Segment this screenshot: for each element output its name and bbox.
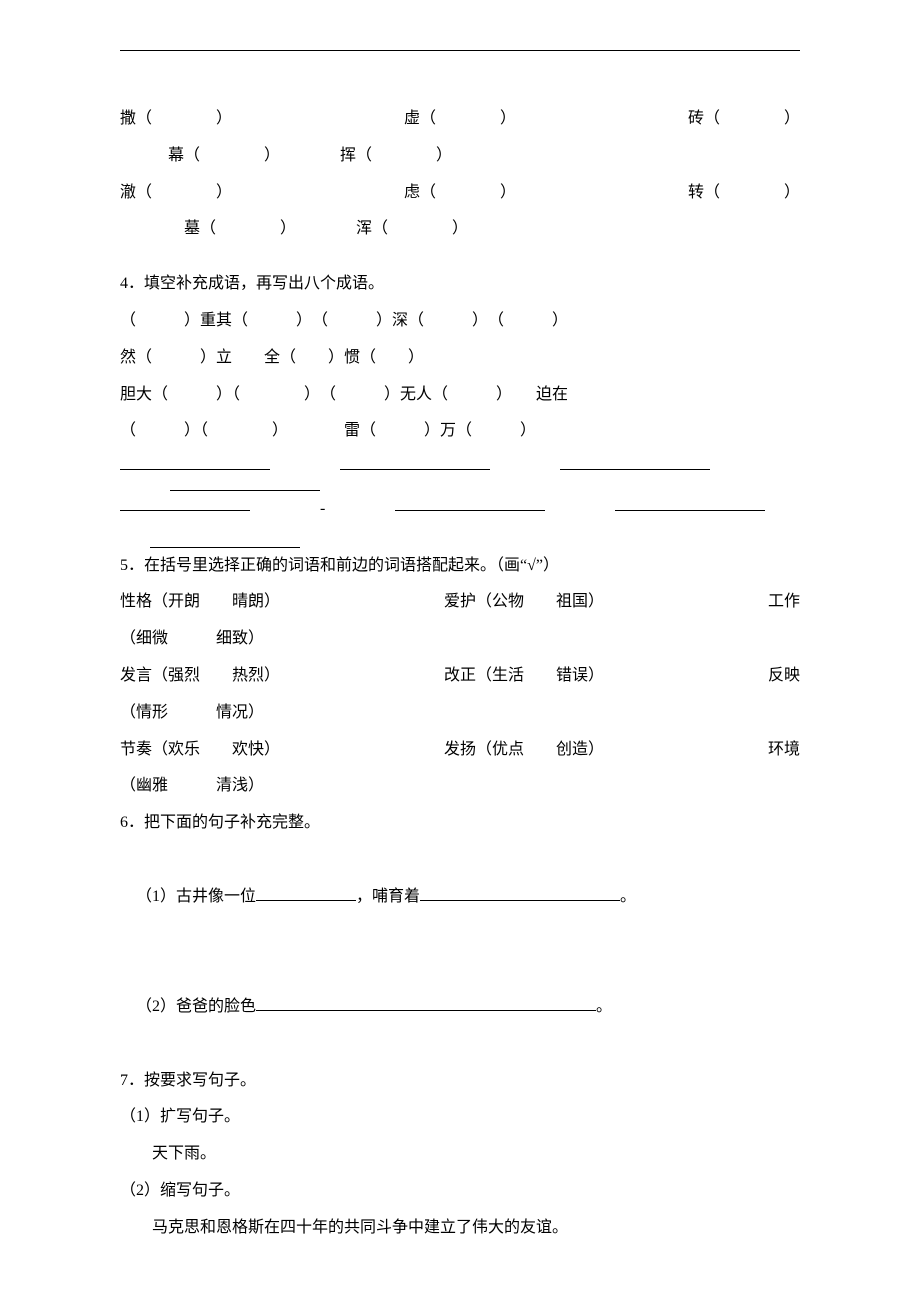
q3-r1-c2: 虚（ ） xyxy=(404,101,516,138)
q7-s1: （1）扩写句子。 xyxy=(120,1099,800,1136)
q4-blanks-row-1 xyxy=(120,450,800,470)
idiom-blank-8[interactable] xyxy=(150,527,300,547)
q5-l2: （细微 细致） xyxy=(120,621,800,658)
q3-row-2: 幕（ ） 挥（ ） xyxy=(120,138,800,175)
q4-blanks-row-4 xyxy=(120,527,800,547)
q4-blanks-row-3: - xyxy=(120,491,800,528)
document-page: 撒（ ） 虚（ ） 砖（ ） 幕（ ） 挥（ ） 澈（ ） 虑（ ） 转（ ） … xyxy=(0,0,920,1307)
q5-l1b: 爱护（公物 祖国） xyxy=(444,584,604,621)
q5-l3a: 发言（强烈 热烈） xyxy=(120,658,280,695)
q3-r2-c2: 挥（ ） xyxy=(340,138,452,175)
q4-title: 4．填空补充成语，再写出八个成语。 xyxy=(120,266,800,303)
q6-blank-1[interactable] xyxy=(256,881,356,901)
idiom-blank-5[interactable] xyxy=(120,491,250,511)
q6-title: 6．把下面的句子补充完整。 xyxy=(120,805,800,842)
q3-row-3: 澈（ ） 虑（ ） 转（ ） xyxy=(120,175,800,212)
q4-blanks-row-2 xyxy=(120,470,800,490)
q5-l4: （情形 情况） xyxy=(120,695,800,732)
q6-l1-pre: （1）古井像一位 xyxy=(136,888,256,905)
q5-l1a: 性格（开朗 晴朗） xyxy=(120,584,280,621)
q5-row-5: 节奏（欢乐 欢快） 发扬（优点 创造） 环境 xyxy=(120,732,800,769)
q5-l6: （幽雅 清浅） xyxy=(120,768,800,805)
q3-r3-c2: 虑（ ） xyxy=(404,175,516,212)
q6-blank-2[interactable] xyxy=(420,881,620,901)
q6-l1-end: 。 xyxy=(620,888,636,905)
q5-l5c: 环境 xyxy=(768,732,800,769)
q3-r4-c1: 墓（ ） xyxy=(120,211,296,248)
q6-l2-pre: （2）爸爸的脸色 xyxy=(136,998,256,1015)
q3-r3-c1: 澈（ ） xyxy=(120,175,232,212)
q7-s2-body: 马克思和恩格斯在四十年的共同斗争中建立了伟大的友谊。 xyxy=(120,1210,800,1247)
q5-l1c: 工作 xyxy=(768,584,800,621)
q4-l1: （ ）重其（ ） （ ）深（ ） （ ） xyxy=(120,303,800,340)
idiom-blank-6[interactable] xyxy=(395,491,545,511)
idiom-blank-2[interactable] xyxy=(340,450,490,470)
q5-row-3: 发言（强烈 热烈） 改正（生活 错误） 反映 xyxy=(120,658,800,695)
q5-l5b: 发扬（优点 创造） xyxy=(444,732,604,769)
q5-l3c: 反映 xyxy=(768,658,800,695)
q5-l3b: 改正（生活 错误） xyxy=(444,658,604,695)
idiom-blank-1[interactable] xyxy=(120,450,270,470)
q4-l3: 胆大（ ）（ ） （ ）无人（ ） 迫在 xyxy=(120,377,800,414)
q3-row-4: 墓（ ） 浑（ ） xyxy=(120,211,800,248)
q3-r1-c3: 砖（ ） xyxy=(688,101,800,138)
q5-title: 5．在括号里选择正确的词语和前边的词语搭配起来。（画“√”） xyxy=(120,548,800,585)
q7-s2: （2）缩写句子。 xyxy=(120,1173,800,1210)
dash-text: - xyxy=(320,491,325,528)
q5-row-1: 性格（开朗 晴朗） 爱护（公物 祖国） 工作 xyxy=(120,584,800,621)
q6-l1: （1）古井像一位 ，哺育着 。 xyxy=(120,842,800,952)
q6-l2: （2）爸爸的脸色 。 xyxy=(120,952,800,1062)
q6-l2-end: 。 xyxy=(596,998,612,1015)
q6-l1-mid: ，哺育着 xyxy=(356,888,420,905)
q7-title: 7．按要求写句子。 xyxy=(120,1063,800,1100)
q3-r1-c1: 撒（ ） xyxy=(120,101,232,138)
top-rule xyxy=(120,50,800,51)
q6-blank-3[interactable] xyxy=(256,991,596,1011)
q3-r3-c3: 转（ ） xyxy=(688,175,800,212)
idiom-blank-4[interactable] xyxy=(170,470,320,490)
idiom-blank-7[interactable] xyxy=(615,491,765,511)
q7-s1-body: 天下雨。 xyxy=(120,1136,800,1173)
q4-l2: 然（ ）立 全（ ）惯（ ） xyxy=(120,340,800,377)
q3-r4-c2: 浑（ ） xyxy=(356,211,468,248)
q4-l4: （ ）（ ） 雷（ ）万（ ） xyxy=(120,413,800,450)
idiom-blank-3[interactable] xyxy=(560,450,710,470)
q3-r2-c1: 幕（ ） xyxy=(120,138,280,175)
q3-row-1: 撒（ ） 虚（ ） 砖（ ） xyxy=(120,101,800,138)
q5-l5a: 节奏（欢乐 欢快） xyxy=(120,732,280,769)
